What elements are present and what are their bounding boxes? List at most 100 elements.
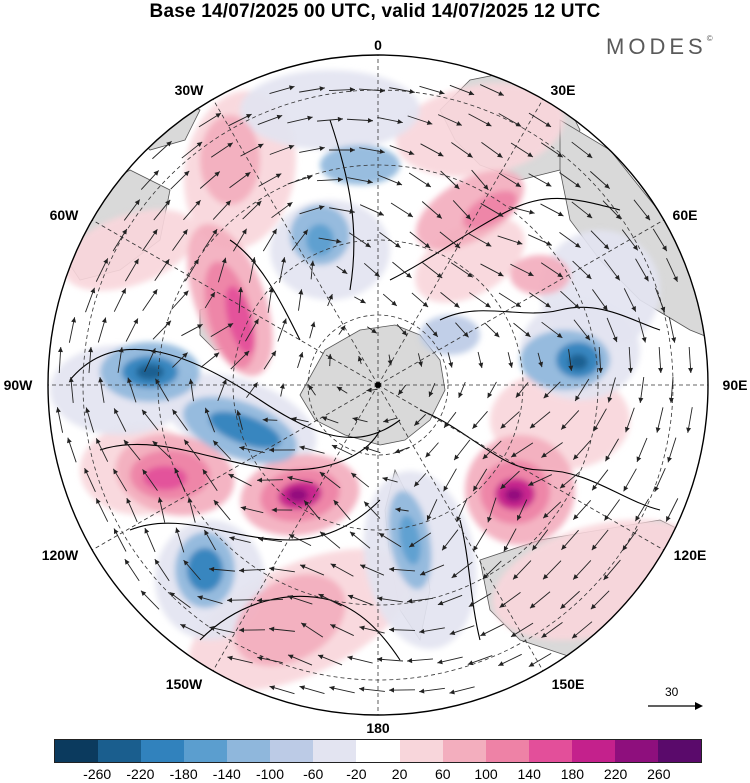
wind-arrow-head — [271, 228, 277, 235]
wind-arrow-head — [407, 598, 413, 604]
wind-arrow-head — [635, 515, 641, 522]
wind-arrow-head — [319, 86, 325, 92]
wind-arrow-head — [183, 560, 189, 566]
wind-arrow-head — [498, 661, 504, 666]
colorbar-swatch — [227, 740, 271, 762]
wind-arrow-head — [222, 379, 227, 385]
wind-arrow-head — [374, 271, 380, 277]
wind-arrow-head — [463, 331, 469, 338]
wind-arrow-head — [213, 440, 219, 446]
wind-arrow-head — [662, 245, 667, 252]
anomaly-blob — [463, 190, 517, 230]
wind-arrow-head — [227, 597, 233, 603]
lon-label-120e: 120E — [674, 547, 707, 563]
wind-arrow-head — [175, 527, 181, 534]
wind-arrow-head — [257, 655, 263, 661]
wind-arrow-head — [121, 288, 126, 294]
wind-arrow-head — [229, 536, 235, 542]
wind-arrow-head — [317, 654, 324, 660]
wind-arrow-head — [289, 85, 295, 91]
wind-arrow-head — [437, 659, 443, 665]
wind-arrow-head — [221, 257, 227, 264]
wind-arrow-head — [424, 243, 431, 249]
wind-arrow-head — [494, 331, 500, 338]
wind-arrow-head — [359, 625, 365, 631]
wind-arrow-head — [456, 121, 462, 126]
lon-label-30e: 30E — [551, 82, 576, 98]
colorbar-swatch — [55, 740, 99, 762]
wind-arrow-head — [604, 515, 610, 521]
wind-arrow-head — [401, 330, 407, 336]
wind-arrow-head — [632, 244, 638, 251]
wind-arrow-head — [660, 306, 666, 313]
wind-arrow-head — [357, 355, 363, 362]
anomaly-blob — [320, 145, 400, 185]
wind-arrow-head — [298, 289, 304, 295]
wind-arrow-head — [239, 567, 245, 573]
wind-arrow-head — [309, 260, 315, 266]
wind-arrow-head — [528, 271, 534, 276]
wind-arrow-head — [436, 213, 442, 219]
wind-arrow-head — [271, 507, 277, 513]
wind-arrow-head — [419, 688, 425, 694]
wind-arrow-head — [210, 292, 215, 298]
meridian-line — [377, 384, 544, 671]
wind-arrow-head — [166, 141, 172, 147]
wind-arrow-head — [330, 624, 336, 629]
wind-arrow-head — [96, 498, 101, 504]
wind-arrow-head — [113, 468, 119, 475]
wind-arrow-head — [152, 441, 158, 447]
wind-arrow-head — [279, 383, 285, 389]
anomaly-blob — [225, 286, 255, 354]
contour-line — [329, 119, 355, 291]
wind-arrow-head — [67, 437, 72, 444]
wind-arrow-head — [612, 336, 618, 343]
wind-arrow-head — [432, 331, 438, 337]
wind-arrow-head — [154, 559, 160, 565]
wind-arrow-head — [288, 654, 294, 660]
wind-arrow-head — [378, 210, 384, 216]
wind-arrow-head — [351, 472, 357, 479]
wind-arrow-head — [673, 276, 678, 282]
wind-arrow-head — [379, 148, 385, 154]
colorbar-tick-label: -20 — [346, 766, 367, 782]
wind-arrow-head — [269, 626, 275, 632]
wind-arrow-head — [688, 367, 694, 373]
wind-arrow-head — [668, 397, 674, 403]
wind-arrow-head — [215, 113, 222, 118]
colorbar-swatch — [442, 740, 486, 762]
wind-arrow-head — [529, 209, 535, 215]
wind-arrow-head — [84, 468, 89, 474]
wind-arrow-head — [127, 377, 132, 384]
wind-arrow-head — [568, 365, 574, 371]
wind-arrow-head — [367, 117, 373, 123]
meridian-line — [212, 99, 379, 386]
wind-arrow-head — [516, 240, 523, 245]
wind-arrow-head — [391, 300, 397, 306]
wind-arrow-head — [394, 448, 401, 454]
lon-label-90e: 90E — [723, 377, 748, 393]
wind-arrow-head — [319, 472, 326, 478]
wind-arrow-head — [184, 439, 190, 446]
wind-arrow-head — [288, 534, 295, 539]
colorbar-tick-label: -60 — [303, 766, 324, 782]
wind-arrow-head — [85, 407, 91, 414]
wind-arrow-head — [528, 661, 535, 667]
wind-arrow-head — [525, 331, 531, 337]
wind-arrow-head — [155, 378, 161, 385]
wind-arrow-head — [142, 469, 148, 475]
wind-arrow-head — [605, 455, 611, 462]
wind-arrow-head — [407, 212, 413, 218]
colorbar-swatch — [614, 740, 658, 762]
wind-arrow-head — [436, 272, 443, 279]
wind-arrow-head — [444, 422, 450, 428]
wind-arrow-head — [449, 630, 456, 635]
wind-arrow-head — [541, 452, 547, 458]
wind-arrow-head — [299, 445, 305, 451]
wind-arrow-head — [498, 91, 504, 96]
wind-arrow-head — [541, 632, 548, 638]
wind-arrow-head — [133, 258, 139, 265]
colorbar-tick-label: 60 — [435, 766, 451, 782]
wind-arrow-head — [591, 544, 597, 551]
wind-arrow-head — [55, 407, 61, 413]
